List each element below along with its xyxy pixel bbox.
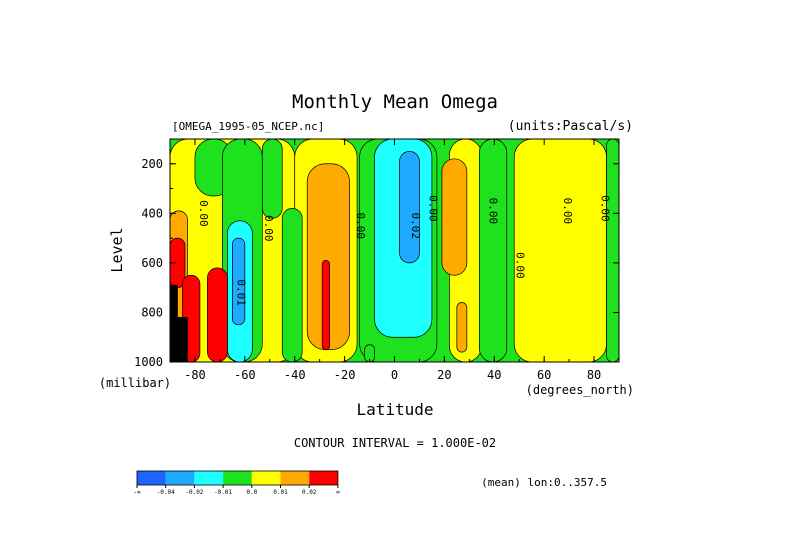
y-tick-label-4: 1000 xyxy=(134,355,163,369)
contour-label-5: 0.00 xyxy=(426,195,439,222)
legend-swatch-4 xyxy=(251,471,281,485)
plot-area xyxy=(170,139,619,362)
footer-note: (mean) lon:0..357.5 xyxy=(481,476,607,489)
contour-label-7: 0.00 xyxy=(514,252,527,279)
x-tick-label-4: 0 xyxy=(391,368,398,382)
contour-label-4: 0.02 xyxy=(409,212,422,239)
contour-label-3: 0.00 xyxy=(354,212,367,239)
x-axis: -80 -60 -40 -20 0 20 40 60 80 xyxy=(169,139,620,382)
x-tick-label-7: 60 xyxy=(537,368,551,382)
legend-label-6: 0.02 xyxy=(302,489,317,496)
legend-swatch-2 xyxy=(194,471,224,485)
legend-label-7: ∞ xyxy=(336,489,340,496)
x-tick-label-3: -20 xyxy=(334,368,356,382)
legend-swatch-0 xyxy=(137,471,166,485)
region-24 xyxy=(170,284,178,362)
region-18 xyxy=(456,302,468,353)
region-17 xyxy=(441,158,468,276)
contour-label-2: 0.01 xyxy=(234,279,247,306)
region-3 xyxy=(513,139,607,362)
region-16 xyxy=(306,163,350,350)
region-7 xyxy=(281,208,303,362)
color-legend: -∞ -0.04 -0.02 -0.01 0.0 0.01 0.02 ∞ xyxy=(133,470,340,496)
legend-label-1: -0.04 xyxy=(157,489,175,496)
legend-swatch-5 xyxy=(280,471,310,485)
x-tick-label-1: -60 xyxy=(234,368,256,382)
contour-label-9: 0.00 xyxy=(599,195,612,222)
chart-title: Monthly Mean Omega xyxy=(292,91,498,113)
x-tick-label-5: 20 xyxy=(437,368,451,382)
contour-label-0: 0.00 xyxy=(197,200,210,227)
legend-frame xyxy=(136,470,339,486)
region-14 xyxy=(232,237,246,326)
x-axis-label: Latitude xyxy=(356,400,433,419)
x-tick-label-0: -80 xyxy=(184,368,206,382)
legend-label-3: -0.01 xyxy=(214,489,232,496)
y-tick-label-0: 200 xyxy=(141,157,163,171)
legend-label-0: -∞ xyxy=(133,489,141,496)
region-11 xyxy=(606,139,619,362)
legend-label-2: -0.02 xyxy=(185,489,203,496)
chart-subtitle-right: (units:Pascal/s) xyxy=(508,119,633,134)
y-axis: 200 400 600 800 1000 xyxy=(134,138,619,369)
region-23 xyxy=(207,267,228,362)
region-20 xyxy=(321,260,330,350)
contour-labels: 0.00 0.00 0.01 0.00 0.02 0.00 0.00 0.00 0.00 0.00 xyxy=(197,195,612,306)
contour-label-6: 0.00 xyxy=(486,198,499,225)
y-tick-label-2: 600 xyxy=(141,256,163,270)
region-10 xyxy=(478,139,508,362)
chart-subtitle-left: [OMEGA_1995-05_NCEP.nc] xyxy=(172,120,324,133)
x-tick-label-8: 80 xyxy=(587,368,601,382)
x-tick-label-2: -40 xyxy=(284,368,306,382)
x-tick-label-6: 40 xyxy=(487,368,501,382)
contour-interval-note: CONTOUR INTERVAL = 1.000E-02 xyxy=(294,436,496,450)
region-6 xyxy=(261,139,283,219)
y-axis-label: Level xyxy=(108,227,126,272)
y-axis-units: (millibar) xyxy=(99,376,171,390)
legend-label-4: 0.0 xyxy=(246,489,257,496)
x-axis-units: (degrees_north) xyxy=(526,383,634,397)
region-15 xyxy=(399,151,420,264)
y-tick-label-1: 400 xyxy=(141,206,163,220)
contour-label-8: 0.00 xyxy=(561,198,574,225)
legend-swatch-3 xyxy=(223,471,252,485)
legend-label-5: 0.01 xyxy=(273,489,288,496)
contour-label-1: 0.00 xyxy=(262,215,275,242)
legend-swatch-1 xyxy=(165,471,195,485)
y-tick-label-3: 800 xyxy=(141,305,163,319)
region-25 xyxy=(177,317,188,362)
legend-swatch-6 xyxy=(309,471,338,485)
